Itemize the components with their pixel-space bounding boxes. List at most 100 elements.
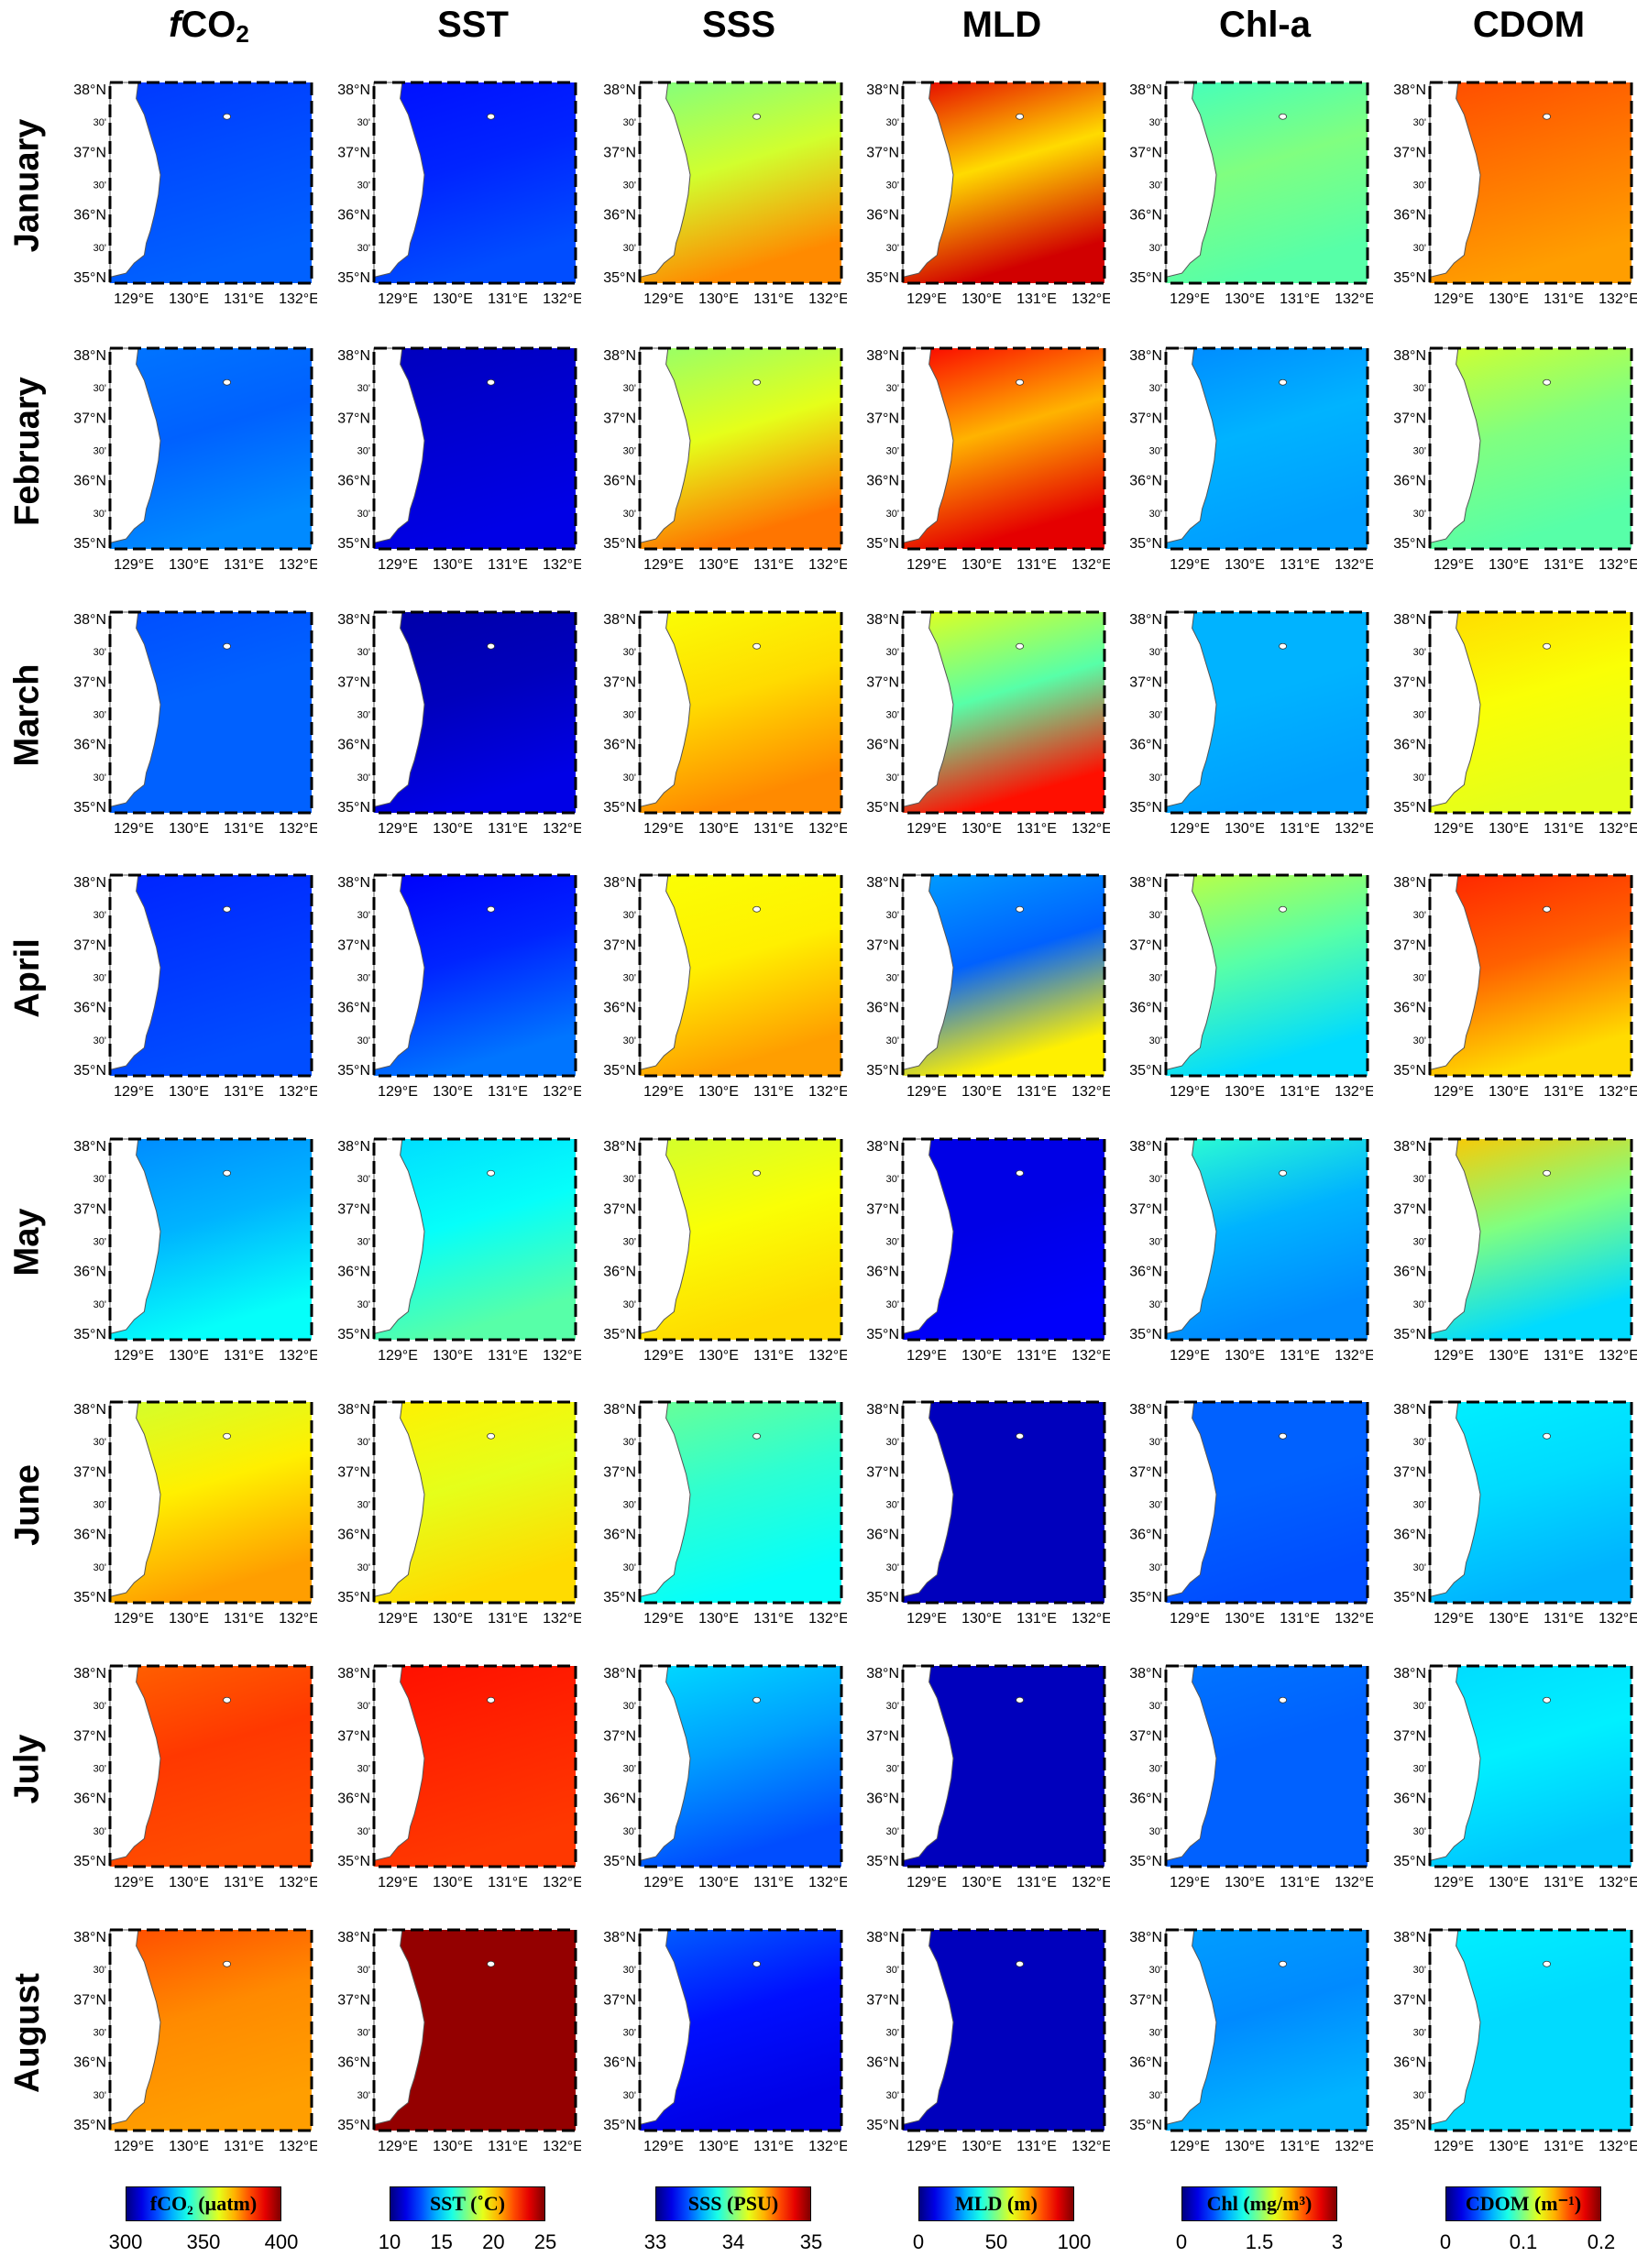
lat-label: 36°N <box>1129 1001 1162 1016</box>
lon-label: 130°E <box>169 1084 209 1100</box>
lat-label: 36°N <box>866 474 899 489</box>
lat-label: 30' <box>1149 1562 1162 1573</box>
lat-label: 36°N <box>1129 474 1162 489</box>
lat-label: 30' <box>623 1826 636 1837</box>
lon-label: 131°E <box>1016 2139 1057 2154</box>
lon-label: 132°E <box>1335 557 1373 573</box>
island-marker <box>1016 1960 1025 1967</box>
island-marker <box>487 378 496 386</box>
map-panel-fco2-may: 38°N 30' 37°N 30' 36°N 30' 35°N 129°E 130°E 131°E… <box>73 1137 317 1364</box>
lon-label: 129°E <box>114 1084 154 1100</box>
lat-label: 30' <box>1413 973 1426 984</box>
lat-label: 30' <box>93 243 106 254</box>
lat-label: 30' <box>93 1826 106 1837</box>
map-frame <box>108 1664 313 1868</box>
colorbar-chl: Chl (mg/m³) 0 1.5 3 <box>1176 2186 1343 2260</box>
lon-label: 131°E <box>488 291 528 307</box>
lat-label: 35°N <box>603 1063 636 1079</box>
lon-label: 132°E <box>279 557 317 573</box>
lat-label: 30' <box>1413 772 1426 783</box>
lat-label: 38°N <box>603 1666 636 1682</box>
lat-label: 38°N <box>866 1666 899 1682</box>
lat-label: 36°N <box>603 2055 636 2071</box>
lon-label: 129°E <box>378 2139 418 2154</box>
map-frame <box>1164 873 1369 1078</box>
lat-label: 37°N <box>337 1201 370 1217</box>
row-title-march: March <box>7 663 47 767</box>
lat-label: 30' <box>357 1826 370 1837</box>
island-marker <box>487 1169 496 1177</box>
island-marker <box>1543 378 1552 386</box>
lon-label: 130°E <box>961 2139 1002 2154</box>
lat-label: 37°N <box>1393 1464 1426 1480</box>
lat-label: 35°N <box>1393 270 1426 286</box>
lon-label: 130°E <box>1489 291 1529 307</box>
lat-label: 30' <box>1413 1035 1426 1046</box>
lon-label: 132°E <box>1599 291 1637 307</box>
lon-label: 132°E <box>1335 2139 1373 2154</box>
map-frame <box>372 1400 577 1605</box>
lat-label: 35°N <box>866 2118 899 2133</box>
island-marker <box>223 642 232 650</box>
lat-label: 36°N <box>866 2055 899 2071</box>
lon-label: 129°E <box>906 1611 947 1627</box>
lat-label: 38°N <box>603 1402 636 1418</box>
lat-label: 30' <box>623 383 636 394</box>
lat-label: 36°N <box>337 1791 370 1807</box>
lat-label: 35°N <box>1393 536 1426 552</box>
lat-label: 30' <box>1413 647 1426 658</box>
lat-label: 36°N <box>1129 208 1162 224</box>
lat-label: 37°N <box>1393 1992 1426 2008</box>
lon-label: 131°E <box>488 821 528 837</box>
lon-label: 130°E <box>433 1084 473 1100</box>
coastline <box>109 611 161 813</box>
lat-label: 38°N <box>1393 82 1426 98</box>
coastline <box>373 611 425 813</box>
lat-label: 35°N <box>603 536 636 552</box>
lat-label: 30' <box>93 1437 106 1448</box>
lat-label: 30' <box>886 181 899 192</box>
lat-label: 35°N <box>866 1590 899 1605</box>
lon-label: 131°E <box>1280 2139 1320 2154</box>
coastline <box>109 874 161 1076</box>
lat-label: 35°N <box>603 270 636 286</box>
colorbar-label: SSS (PSU) <box>655 2186 811 2221</box>
island-marker <box>753 1960 762 1967</box>
lon-label: 132°E <box>1599 557 1637 573</box>
lat-label: 38°N <box>337 1402 370 1418</box>
lat-label: 35°N <box>603 1854 636 1869</box>
lat-label: 30' <box>1149 2028 1162 2039</box>
colorbar-tick: 1.5 <box>1245 2230 1274 2253</box>
lon-label: 130°E <box>961 1084 1002 1100</box>
lon-label: 129°E <box>378 1875 418 1890</box>
lat-label: 30' <box>1413 117 1426 128</box>
lat-label: 30' <box>93 117 106 128</box>
lat-label: 37°N <box>1129 411 1162 426</box>
lon-label: 132°E <box>1599 1875 1637 1890</box>
lat-label: 30' <box>1149 710 1162 721</box>
lat-label: 38°N <box>337 348 370 364</box>
lon-label: 132°E <box>808 821 847 837</box>
lat-label: 30' <box>1149 509 1162 520</box>
lat-label: 35°N <box>337 1590 370 1605</box>
island-marker <box>1016 1432 1025 1440</box>
lat-label: 30' <box>93 2090 106 2101</box>
lon-label: 130°E <box>1489 557 1529 573</box>
island-marker <box>487 1696 496 1704</box>
map-panel-sss-august: 38°N 30' 37°N 30' 36°N 30' 35°N 129°E 130°E 131°E… <box>603 1928 847 2154</box>
lon-label: 132°E <box>279 1875 317 1890</box>
island-marker <box>1543 1432 1552 1440</box>
lat-label: 37°N <box>337 145 370 160</box>
lat-label: 37°N <box>73 145 106 160</box>
lon-label: 130°E <box>961 557 1002 573</box>
lon-label: 132°E <box>543 1611 581 1627</box>
lat-label: 36°N <box>603 474 636 489</box>
lon-label: 132°E <box>279 821 317 837</box>
lat-label: 36°N <box>337 1265 370 1280</box>
lat-label: 30' <box>93 509 106 520</box>
lat-label: 30' <box>1149 910 1162 921</box>
lat-label: 36°N <box>866 1528 899 1543</box>
row-title-may: May <box>7 1208 47 1276</box>
map-frame <box>901 1400 1106 1605</box>
coastline <box>373 347 425 549</box>
